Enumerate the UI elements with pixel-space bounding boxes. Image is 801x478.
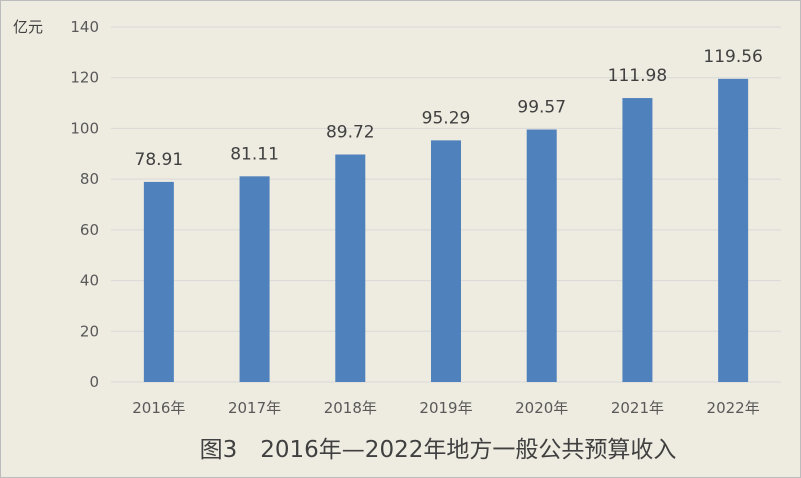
x-tick-label: 2022年 <box>707 399 760 417</box>
bar-value-label: 81.11 <box>230 144 279 164</box>
y-tick-label: 100 <box>70 119 99 137</box>
x-tick-label: 2016年 <box>132 399 185 417</box>
x-tick-label: 2018年 <box>324 399 377 417</box>
bar-value-label: 89.72 <box>326 122 375 142</box>
bar <box>718 78 749 382</box>
y-axis-unit-label: 亿元 <box>13 18 43 36</box>
x-tick-label: 2017年 <box>228 399 281 417</box>
bar-value-label: 111.98 <box>608 66 667 86</box>
y-axis-ticks: 0 20 40 60 80 100 120 140 <box>70 18 99 391</box>
x-tick-label: 2019年 <box>419 399 472 417</box>
bar-value-label: 99.57 <box>517 98 566 118</box>
bar <box>431 140 461 382</box>
bar-value-label: 119.56 <box>703 47 762 67</box>
x-tick-label: 2020年 <box>515 399 568 417</box>
y-tick-label: 120 <box>70 69 99 87</box>
data-labels: 78.91 81.11 89.72 95.29 99.57 111.98 119.56 <box>135 47 763 170</box>
y-tick-label: 80 <box>80 170 99 188</box>
bar <box>239 176 270 382</box>
bar <box>526 129 557 382</box>
bar-value-label: 95.29 <box>422 108 471 128</box>
x-tick-label: 2021年 <box>611 399 664 417</box>
y-tick-label: 0 <box>89 373 99 391</box>
y-tick-label: 140 <box>70 18 99 36</box>
y-tick-label: 40 <box>80 272 99 290</box>
bar <box>622 98 653 382</box>
bar-value-label: 78.91 <box>135 150 184 170</box>
y-tick-label: 60 <box>80 221 99 239</box>
y-tick-label: 20 <box>80 322 99 340</box>
chart-caption: 图3 2016年—2022年地方一般公共预算收入 <box>200 437 677 463</box>
bar <box>335 154 366 382</box>
bar <box>143 181 174 382</box>
x-axis-ticks: 2016年 2017年 2018年 2019年 2020年 2021年 2022年 <box>132 399 759 417</box>
bars <box>143 78 749 382</box>
